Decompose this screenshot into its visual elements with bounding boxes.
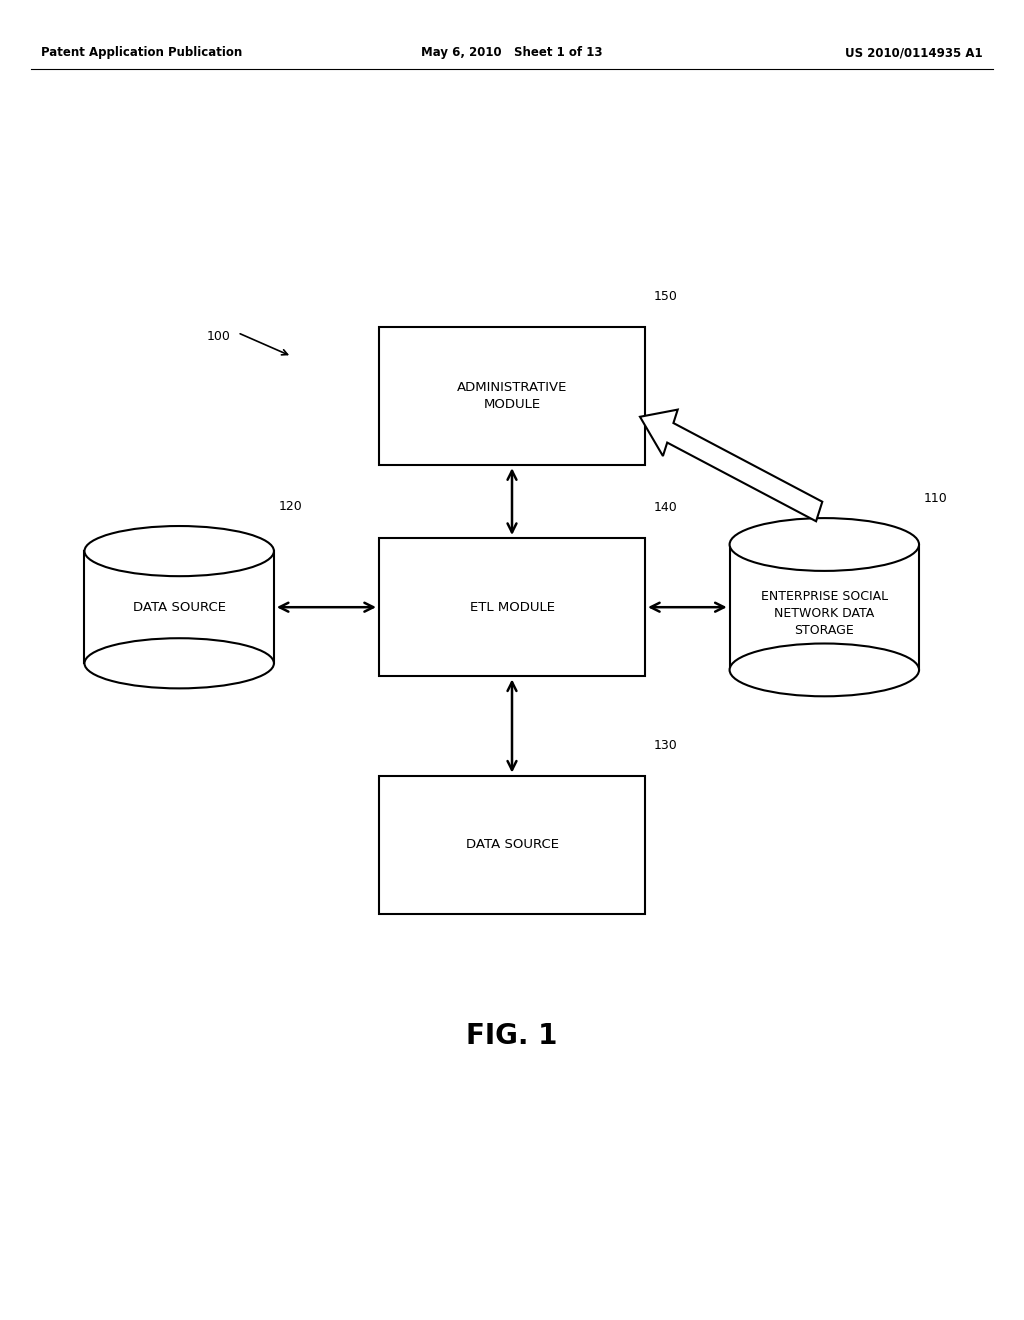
Text: 120: 120 [279,500,303,512]
Text: FIG. 1: FIG. 1 [466,1022,558,1051]
Text: ENTERPRISE SOCIAL
NETWORK DATA
STORAGE: ENTERPRISE SOCIAL NETWORK DATA STORAGE [761,590,888,638]
Bar [379,327,645,466]
Ellipse shape [84,525,273,576]
Bar [379,537,645,676]
Text: Patent Application Publication: Patent Application Publication [41,46,243,59]
Text: May 6, 2010   Sheet 1 of 13: May 6, 2010 Sheet 1 of 13 [421,46,603,59]
Ellipse shape [84,638,273,689]
Bar [379,776,645,913]
Text: 100: 100 [207,330,230,343]
Text: US 2010/0114935 A1: US 2010/0114935 A1 [846,46,983,59]
FancyArrow shape [640,409,822,521]
Ellipse shape [729,644,920,697]
Text: 150: 150 [653,290,677,304]
Text: DATA SOURCE: DATA SOURCE [133,601,225,614]
Text: ETL MODULE: ETL MODULE [469,601,555,614]
Text: ADMINISTRATIVE
MODULE: ADMINISTRATIVE MODULE [457,381,567,411]
Bar [84,552,273,663]
Ellipse shape [729,517,920,570]
Text: 110: 110 [925,492,948,504]
Bar [729,544,920,671]
Text: 130: 130 [653,739,677,752]
Text: 140: 140 [653,502,677,513]
Text: DATA SOURCE: DATA SOURCE [466,838,558,851]
